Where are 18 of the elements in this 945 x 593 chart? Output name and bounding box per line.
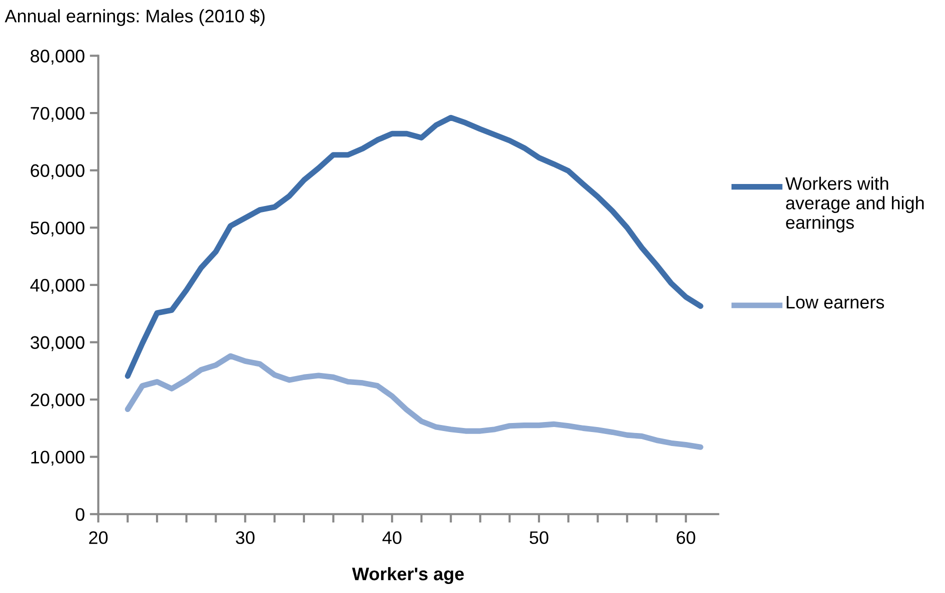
y-tick-label: 10,000 xyxy=(31,450,84,466)
y-tick-label: 80,000 xyxy=(30,50,84,65)
x-tick-label: 30 xyxy=(236,531,255,544)
chart-title: Annual earnings: Males (2010 $) xyxy=(4,8,265,26)
y-tick-label: 0 xyxy=(76,508,84,521)
x-tick-label: 40 xyxy=(382,531,402,544)
y-tick-label: 30,000 xyxy=(30,336,84,352)
x-tick-label: 20 xyxy=(89,531,108,544)
x-tick-label: 60 xyxy=(676,531,696,544)
y-tick-label: 40,000 xyxy=(30,278,84,294)
legend-label: Low earners xyxy=(786,296,884,309)
x-tick-label: 50 xyxy=(530,531,548,544)
y-tick-label: 20,000 xyxy=(30,393,84,408)
y-tick-label: 50,000 xyxy=(30,222,84,236)
y-tick-label: 60,000 xyxy=(30,164,84,180)
legend-label: Workers with average and high earnings xyxy=(785,176,924,232)
y-tick-label: 70,000 xyxy=(30,106,84,122)
x-axis-title: Worker's age xyxy=(352,567,464,584)
